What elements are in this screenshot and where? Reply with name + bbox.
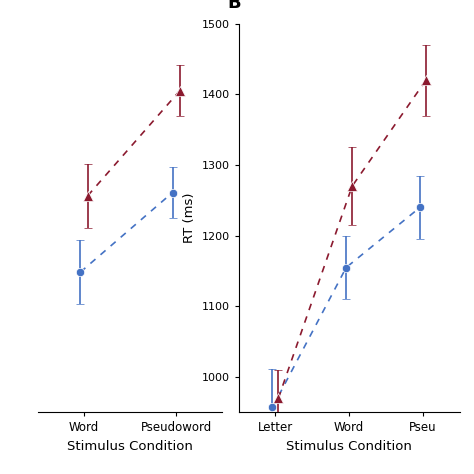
Legend: Easy, Hard: Easy, Hard (301, 245, 373, 297)
X-axis label: Stimulus Condition: Stimulus Condition (67, 440, 193, 453)
Y-axis label: RT (ms): RT (ms) (183, 193, 196, 243)
Text: B: B (228, 0, 241, 12)
X-axis label: Stimulus Condition: Stimulus Condition (286, 440, 412, 453)
